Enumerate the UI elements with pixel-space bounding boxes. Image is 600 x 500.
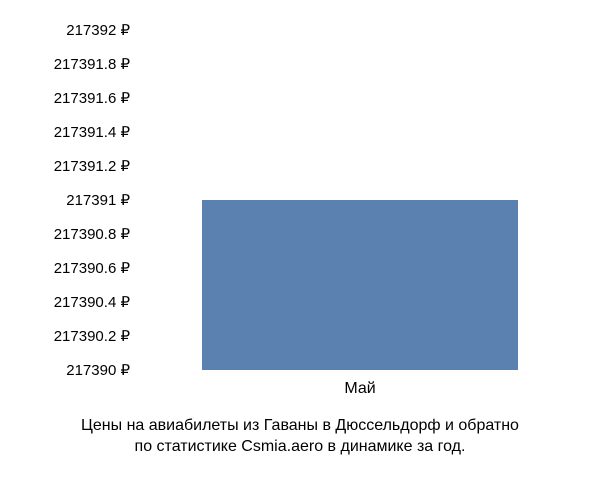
y-tick-label: 217391 ₽ [66,191,130,209]
y-tick-label: 217392 ₽ [66,21,130,39]
bar [202,200,519,370]
y-tick-label: 217390.2 ₽ [54,327,130,345]
y-tick-label: 217391.2 ₽ [54,157,130,175]
y-tick-label: 217391.4 ₽ [54,123,130,141]
y-tick-label: 217391.8 ₽ [54,55,130,73]
caption-line-2: по статистике Csmia.aero в динамике за г… [0,436,600,458]
y-tick-label: 217390.6 ₽ [54,259,130,277]
x-tick-label: Май [344,380,375,398]
chart-caption: Цены на авиабилеты из Гаваны в Дюссельдо… [0,415,600,458]
y-tick-label: 217390.8 ₽ [54,225,130,243]
caption-line-1: Цены на авиабилеты из Гаваны в Дюссельдо… [0,415,600,437]
y-axis-labels: 217390 ₽217390.2 ₽217390.4 ₽217390.6 ₽21… [20,30,130,370]
plot-area: Май [140,30,580,370]
y-tick-label: 217390.4 ₽ [54,293,130,311]
y-tick-label: 217391.6 ₽ [54,89,130,107]
chart-area: 217390 ₽217390.2 ₽217390.4 ₽217390.6 ₽21… [20,30,580,370]
y-tick-label: 217390 ₽ [66,361,130,379]
